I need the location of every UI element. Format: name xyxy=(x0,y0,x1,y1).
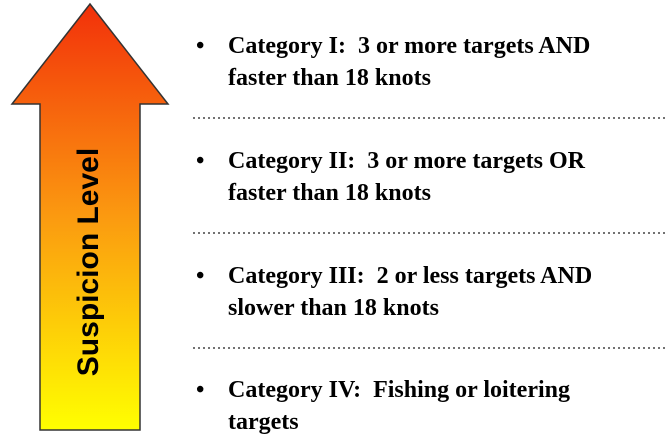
item-line: faster than 18 knots xyxy=(228,180,431,206)
item-line: Category III: 2 or less targets AND xyxy=(228,263,592,289)
item-line: faster than 18 knots xyxy=(228,65,431,91)
bullet: • xyxy=(196,263,204,289)
arrow-label: Suspicion Level xyxy=(72,148,105,376)
item-line: Category IV: Fishing or loitering xyxy=(228,377,570,403)
bullet: • xyxy=(196,377,204,403)
bullet: • xyxy=(196,33,204,59)
bullet: • xyxy=(196,148,204,174)
item-line: Category I: 3 or more targets AND xyxy=(228,33,590,59)
item-line: Category II: 3 or more targets OR xyxy=(228,148,586,174)
item-line: slower than 18 knots xyxy=(228,295,439,321)
suspicion-arrow xyxy=(10,2,170,431)
item-line: targets xyxy=(228,409,299,435)
